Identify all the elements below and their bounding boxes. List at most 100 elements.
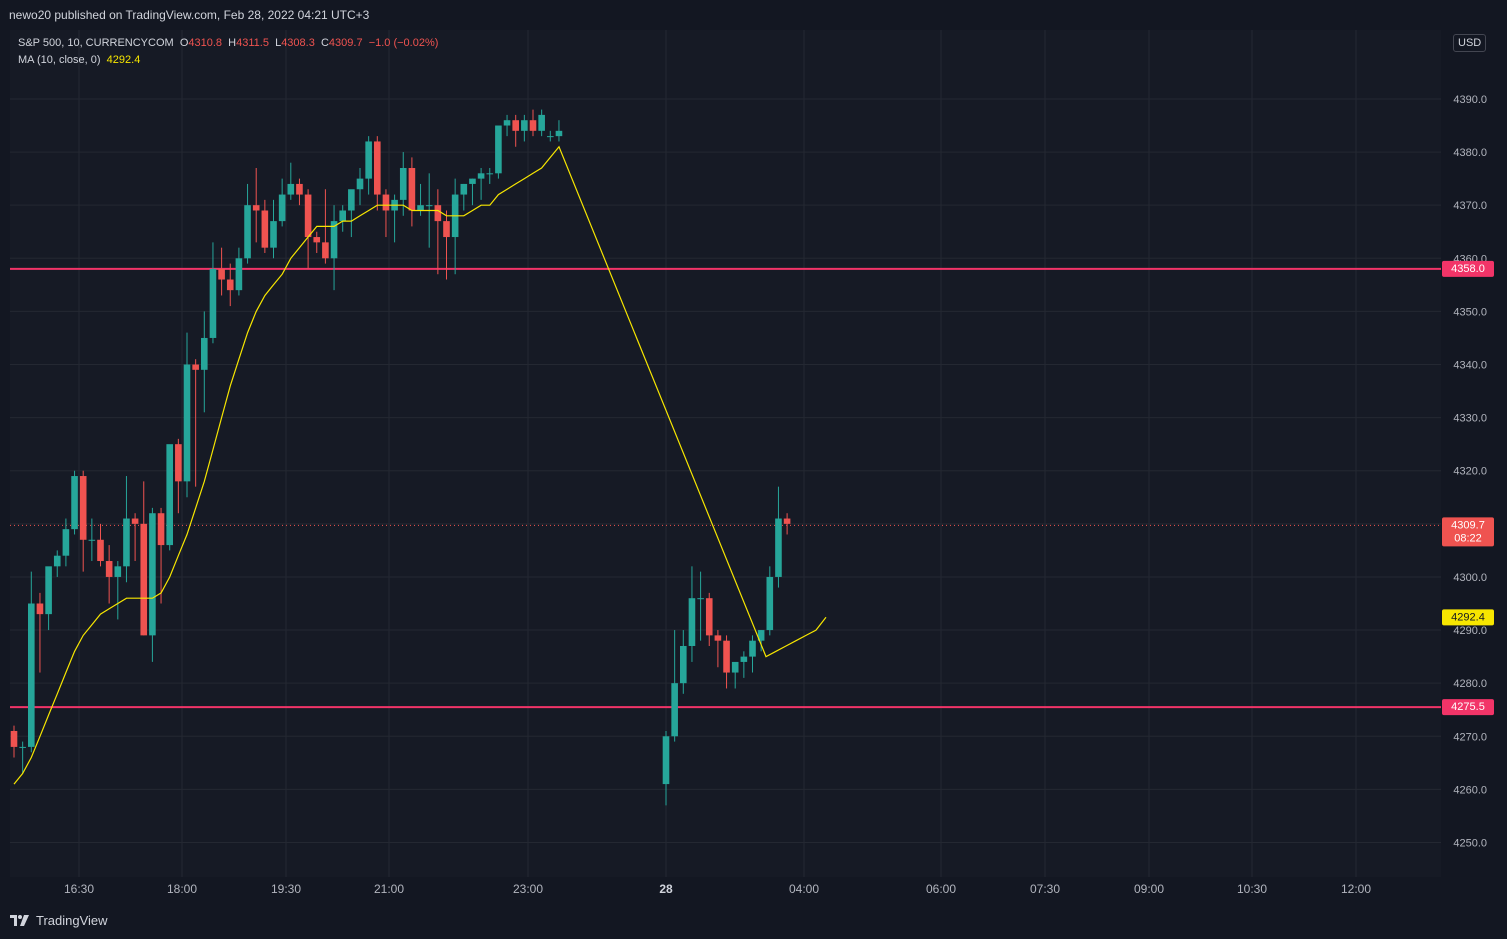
candle-body [123,518,130,567]
y-tick-label: 4270.0 [1453,731,1487,743]
candle-body [503,120,511,126]
candle-body [330,221,338,259]
level-price-label-bg [1442,260,1494,277]
candle-body [339,210,346,222]
ma-value: 4292.4 [106,54,141,66]
y-tick-label: 4280.0 [1453,678,1487,690]
candle-body [469,178,476,184]
candle-body [131,518,139,524]
top-bar: newo20 published on TradingView.com, Feb… [0,0,1507,30]
candle-body [313,237,321,243]
candle-body [53,555,61,567]
last-price-label-bg [1442,517,1494,547]
candle-body [757,630,765,641]
y-tick-label: 4340.0 [1453,360,1487,372]
candle-body [495,125,502,174]
candle-body [356,178,364,190]
grid [10,30,1441,877]
y-tick-label: 4380.0 [1453,147,1487,159]
tradingview-logo[interactable]: TradingView [10,913,108,928]
open-value: 4310.8 [188,37,223,49]
low-label: L [275,37,282,49]
x-tick-label: 09:00 [1134,882,1164,896]
level-price-label-text: 4358.0 [1451,263,1485,275]
y-tick-label: 4370.0 [1453,200,1487,212]
candle-body [374,141,381,195]
candle-body [149,513,156,636]
high-label: H [228,37,237,49]
candle-body [166,444,173,546]
candle-body [775,518,782,577]
close-value: 4309.7 [328,37,363,49]
high-value: 4311.5 [236,37,269,49]
price-labels: 4358.0 4275.5 4309.708:22 4292.4 [1442,260,1494,716]
candle-body [705,598,713,636]
symbol-label: S&P 500, 10, CURRENCYCOM [18,37,174,49]
candle-body [688,598,696,646]
candle-body [365,141,372,179]
candle-body [714,635,722,641]
x-tick-label: 16:30 [64,882,94,896]
candle-body [235,258,243,291]
y-tick-label: 4330.0 [1453,413,1487,425]
x-tick-label: 10:30 [1237,882,1267,896]
candles [10,109,791,806]
candle-body [62,529,70,556]
currency-badge[interactable]: USD [1453,34,1487,52]
x-tick-label: 07:30 [1030,882,1060,896]
candle-body [348,189,355,211]
candle-body [477,173,485,179]
ma-price-label-bg [1442,609,1494,626]
ma-row: MA (10, close, 0) 4292.4 [18,52,438,69]
candle-body [460,183,468,195]
candle-body [192,364,199,370]
candle-body [97,539,104,562]
x-tick-label: 18:00 [167,882,197,896]
horizontal-levels [10,267,1441,709]
candle-body [697,598,704,600]
candle-body [731,661,739,673]
chart-legend: S&P 500, 10, CURRENCYCOM O4310.8 H4311.5… [18,35,438,69]
candle-body [408,168,416,211]
candle-body [443,221,450,238]
candle-body [749,640,756,657]
symbol-row: S&P 500, 10, CURRENCYCOM O4310.8 H4311.5… [18,35,438,52]
x-tick-label: 19:30 [271,882,301,896]
candle-body [270,221,277,248]
price-scale[interactable] [1441,30,1507,877]
candle-body [88,539,96,541]
candle-body [183,364,191,482]
candle-body [278,194,286,222]
y-tick-label: 4320.0 [1453,466,1487,478]
x-tick-label: 12:00 [1341,882,1371,896]
candle-body [105,561,113,577]
candle-body [287,183,295,195]
candle-body [434,205,442,222]
ma-line [13,145,827,785]
candle-body [399,168,407,200]
candle-body [766,576,774,631]
candle-body [304,194,312,238]
candle-body [252,205,260,211]
candle-body [19,746,26,748]
candle-body [512,120,519,131]
x-axis: 16:30 18:00 19:30 21:00 23:00 28 04:00 06:00 07:… [64,882,1371,896]
candle-body [157,513,165,546]
candle-body [261,210,269,248]
candle-body [244,205,251,259]
y-tick-label: 4290.0 [1453,625,1487,637]
candle-body [71,476,78,530]
candle-body [28,603,35,747]
candle-body [226,279,234,291]
candle-body [740,656,748,662]
candle-body [45,566,52,615]
tradingview-brand: TradingView [36,913,108,928]
close-label: C [320,37,329,49]
last-price-label-text: 4309.7 [1451,519,1485,531]
candle-body [218,268,225,280]
candle-body [547,136,554,138]
ma-label: MA (10, close, 0) [18,54,101,66]
candle-body [529,120,537,131]
open-label: O [179,37,189,49]
